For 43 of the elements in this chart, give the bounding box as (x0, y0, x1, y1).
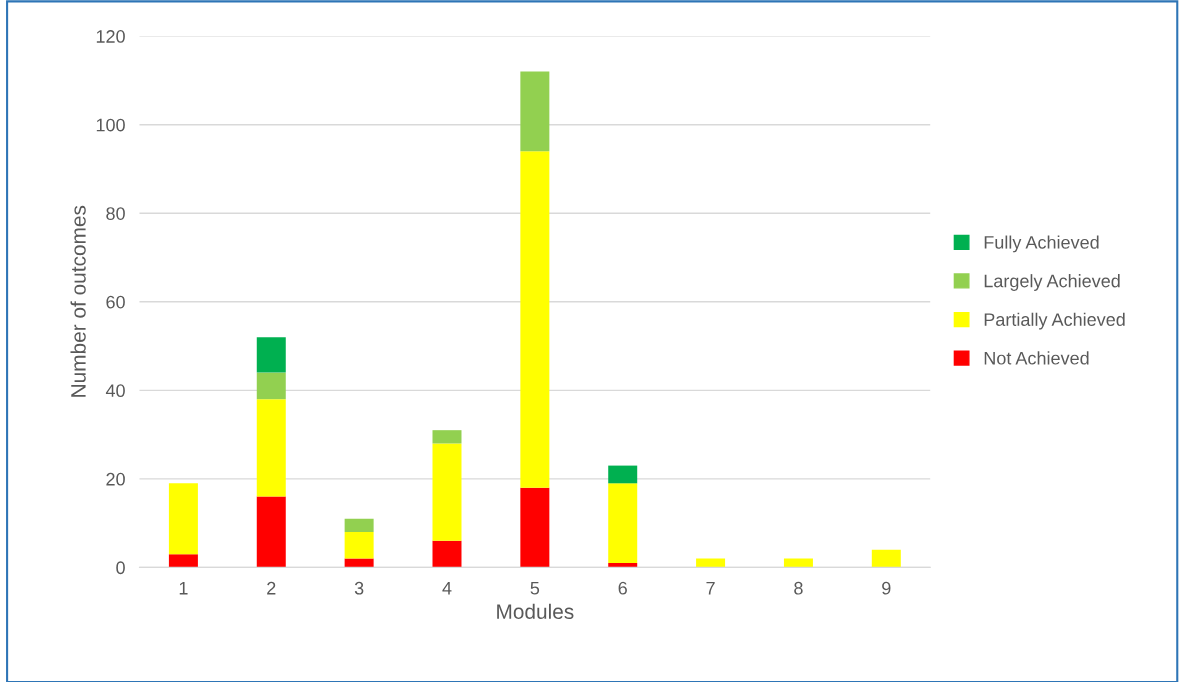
x-axis-title: Modules (497, 603, 574, 619)
x-tick-label: 2 (267, 581, 276, 595)
y-tick-label: 20 (106, 472, 125, 486)
y-tick-label: 120 (96, 30, 125, 43)
y-axis-title: Number of outcomes (70, 205, 86, 397)
x-tick-label: 8 (794, 581, 803, 595)
y-tick-label: 100 (96, 118, 125, 132)
bar (520, 71, 550, 152)
y-tick-label: 0 (116, 561, 125, 575)
x-tick-label: 3 (354, 581, 364, 595)
x-tick-label: 6 (618, 581, 627, 595)
bar (256, 337, 286, 373)
legend-label: Fully Achieved (984, 235, 1099, 253)
bar (256, 372, 286, 400)
bar (696, 558, 726, 568)
x-tick-label: 1 (179, 581, 188, 595)
bar (520, 487, 550, 568)
bar (432, 443, 462, 541)
bar (432, 540, 462, 568)
bar (256, 496, 286, 568)
bar (168, 554, 198, 568)
bar (168, 483, 198, 555)
bar (783, 558, 813, 568)
y-tick-label: 80 (106, 207, 125, 220)
bar (608, 483, 638, 563)
bar (344, 532, 374, 559)
bar (432, 430, 462, 444)
x-tick-label: 5 (530, 581, 540, 595)
y-tick-label: 40 (105, 384, 125, 398)
legend-label: Partially Achieved (984, 312, 1125, 330)
bar (871, 549, 901, 568)
legend-label: Not Achieved (984, 351, 1089, 365)
x-tick-label: 9 (882, 581, 891, 595)
bar (344, 558, 374, 568)
x-tick-label: 7 (706, 581, 715, 595)
x-tick-label: 4 (442, 581, 452, 595)
bar (608, 563, 638, 568)
bar (520, 151, 550, 488)
bar (608, 465, 638, 484)
bar (344, 518, 374, 533)
bar (256, 399, 286, 497)
legend-label: Largely Achieved (984, 274, 1120, 291)
y-tick-label: 60 (106, 295, 125, 309)
